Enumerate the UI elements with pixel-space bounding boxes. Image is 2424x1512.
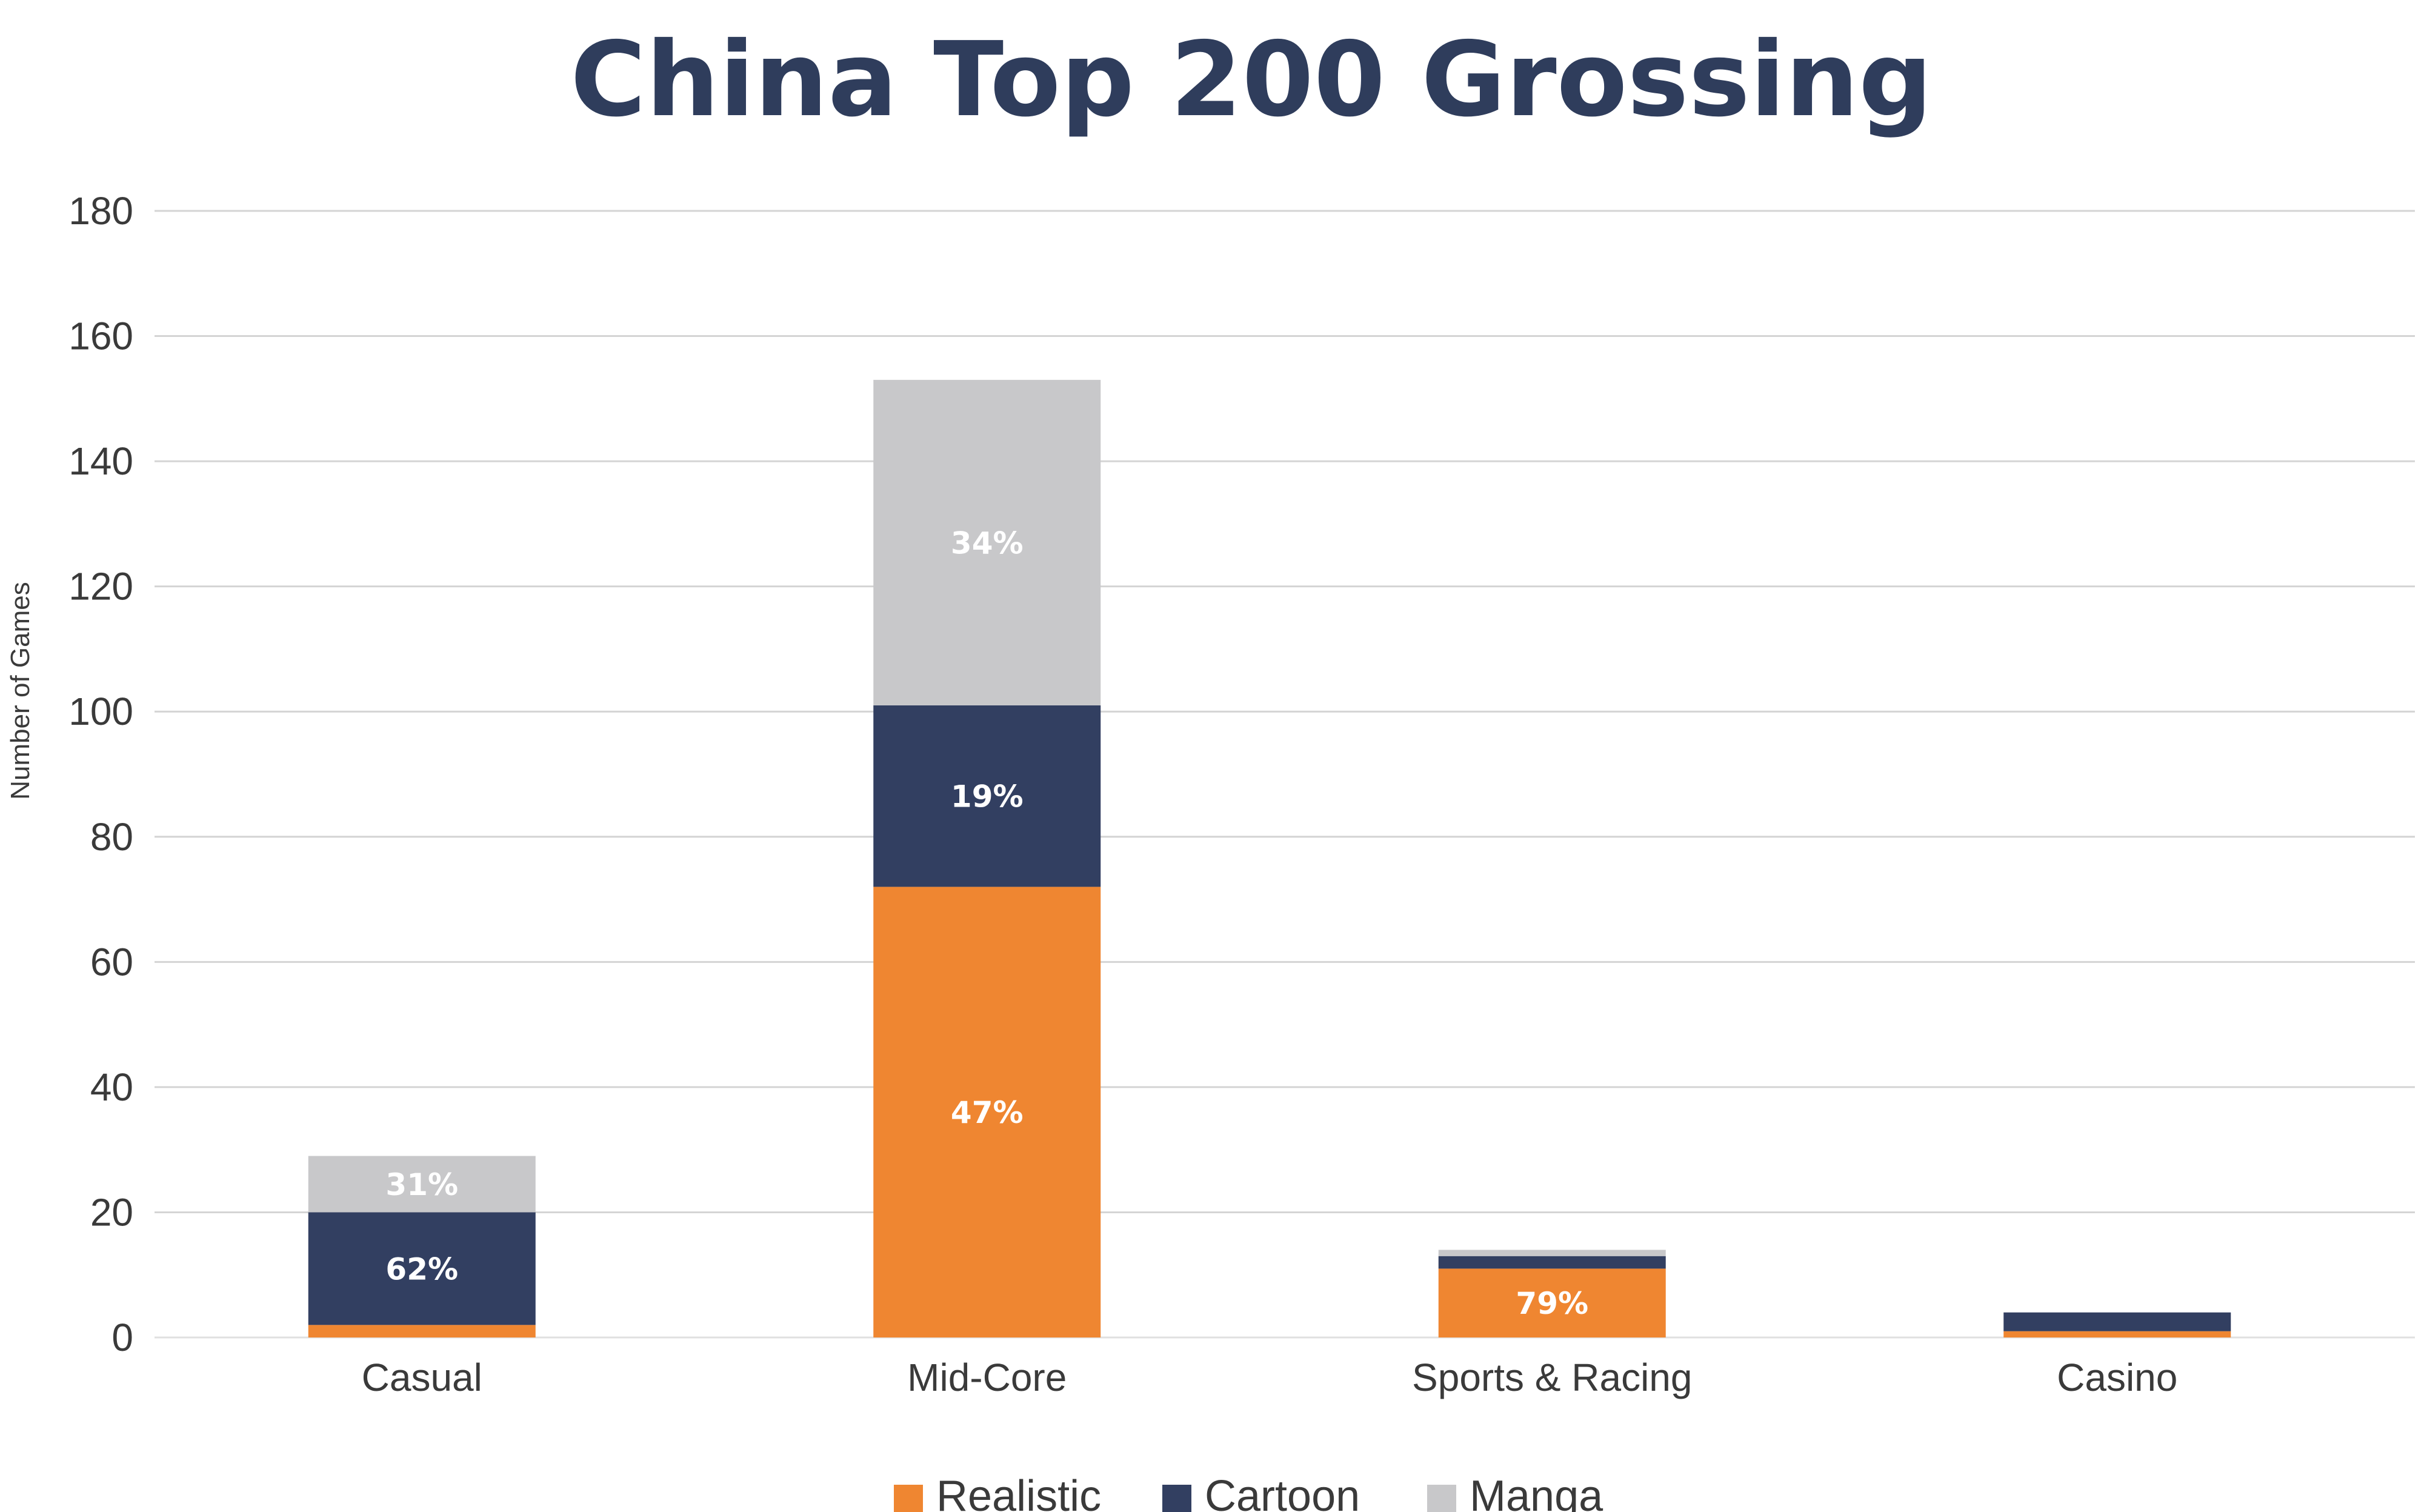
data-label: 47%: [951, 1095, 1024, 1130]
legend-swatch: [1162, 1485, 1191, 1512]
bars: [308, 379, 2231, 1337]
bar-segment: [873, 379, 1101, 705]
legend-label: Realistic: [936, 1472, 1101, 1512]
bar-segment: [1438, 1268, 1666, 1337]
y-tick-label: 0: [112, 1316, 133, 1359]
x-tick-label: Mid-Core: [907, 1356, 1067, 1399]
bar-segment: [308, 1156, 536, 1213]
x-tick-label: Casino: [2057, 1356, 2177, 1399]
data-label: 31%: [385, 1167, 458, 1202]
y-tick-label: 60: [90, 940, 133, 984]
y-tick-label: 160: [68, 315, 133, 358]
x-axis-ticks: Casual Mid-Core Sports & Racing Casino: [362, 1356, 2178, 1399]
bar-segment: [1438, 1250, 1666, 1256]
legend: Realistic Cartoon Manga: [894, 1472, 1603, 1512]
x-tick-label: Casual: [362, 1356, 482, 1399]
bar-segment: [2003, 1312, 2231, 1331]
y-tick-label: 180: [68, 189, 133, 233]
chart-title: China Top 200 Grossing: [570, 20, 1933, 140]
bar-segment: [308, 1212, 536, 1325]
bar-segment: [873, 887, 1101, 1337]
y-tick-label: 140: [68, 439, 133, 483]
y-tick-label: 20: [90, 1190, 133, 1234]
bar-segment: [873, 705, 1101, 887]
legend-swatch: [894, 1485, 923, 1512]
legend-label: Cartoon: [1205, 1472, 1360, 1512]
y-tick-label: 40: [90, 1065, 133, 1109]
bar-segment: [308, 1325, 536, 1337]
segment-labels: 62% 31% 47% 19% 34% 79%: [385, 525, 1588, 1321]
y-tick-label: 80: [90, 815, 133, 859]
x-tick-label: Sports & Racing: [1412, 1356, 1692, 1399]
y-axis-ticks: 0 20 40 60 80 100 120 140 160 180: [68, 189, 133, 1359]
data-label: 62%: [385, 1251, 458, 1287]
data-label: 19%: [951, 779, 1024, 814]
bar-segment: [2003, 1331, 2231, 1337]
bar-segment: [1438, 1256, 1666, 1269]
data-label: 79%: [1516, 1286, 1588, 1321]
legend-swatch: [1427, 1485, 1456, 1512]
y-tick-label: 120: [68, 565, 133, 608]
data-label: 34%: [951, 525, 1024, 561]
y-tick-label: 100: [68, 690, 133, 733]
y-axis-title: Number of Games: [5, 582, 35, 799]
legend-label: Manga: [1470, 1472, 1603, 1512]
